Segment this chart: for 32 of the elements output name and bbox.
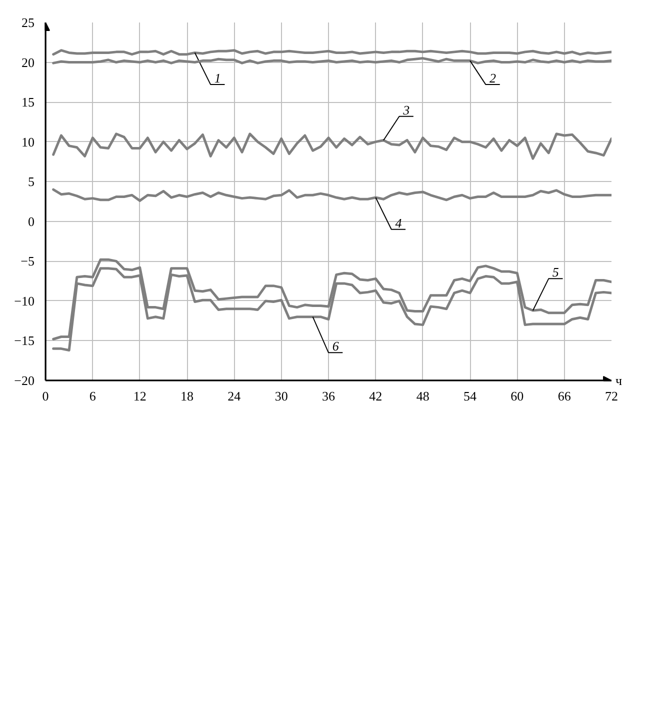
x-tick-label: 0 xyxy=(42,388,49,404)
x-tick-label: 36 xyxy=(322,388,336,404)
y-tick-label: −20 xyxy=(14,373,35,388)
y-tick-label: −15 xyxy=(14,333,35,348)
x-tick-label: 54 xyxy=(464,388,477,404)
text: 5 xyxy=(552,264,560,280)
x-tick-label: 72 xyxy=(605,388,618,404)
x-tick-label: 6 xyxy=(89,388,96,404)
line-series xyxy=(52,188,612,202)
series-label: 2 xyxy=(490,70,497,86)
y-tick-label: 0 xyxy=(28,214,34,229)
y-tick-label: 25 xyxy=(22,15,34,30)
y-tick-label: 20 xyxy=(22,54,34,70)
series-label: 4 xyxy=(395,215,402,230)
x-tick-label: 30 xyxy=(274,388,288,404)
line-series xyxy=(52,132,612,160)
series-label: 3 xyxy=(402,102,410,118)
y-tick-label: −5 xyxy=(20,254,35,269)
x-tick-label: 24 xyxy=(228,388,242,404)
x-tick-label: 42 xyxy=(369,388,382,404)
series-label: 1 xyxy=(214,70,221,86)
x-tick-label: 66 xyxy=(558,388,572,404)
series-label: 6 xyxy=(332,338,340,354)
x-tick-label: 18 xyxy=(180,388,194,404)
y-tick-label: −10 xyxy=(14,293,35,308)
y-tick-label: 5 xyxy=(28,174,34,190)
x-tick-label: 12 xyxy=(133,388,146,404)
x-axis-title: ч xyxy=(616,373,622,388)
x-tick-label: 60 xyxy=(510,388,524,404)
y-tick-label: 10 xyxy=(22,134,34,150)
x-tick-label: 48 xyxy=(416,388,430,404)
y-tick-label: 15 xyxy=(22,94,34,110)
